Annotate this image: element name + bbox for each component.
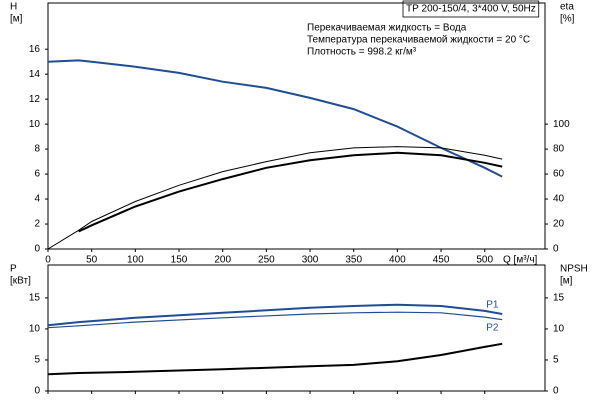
x-tick-label: 400 <box>389 255 406 266</box>
x-tick-label: 50 <box>86 255 98 266</box>
y-axis-label: [м] <box>10 14 23 25</box>
x-axis-label: Q [м³/ч] <box>503 255 538 266</box>
y-tick-label: 5 <box>34 355 40 366</box>
x-tick-label: 250 <box>258 255 275 266</box>
curve <box>47 342 503 376</box>
y2-tick-label: 15 <box>553 293 565 304</box>
curve <box>78 151 503 233</box>
y2-tick-label: 60 <box>553 169 565 180</box>
y2-tick-label: 40 <box>553 194 565 205</box>
y2-axis-label: [%] <box>560 14 575 25</box>
y-tick-label: 10 <box>29 119 41 130</box>
y-tick-label: 0 <box>34 244 40 255</box>
y-tick-label: 14 <box>29 69 41 80</box>
model-box <box>402 0 540 18</box>
annotation: Температура перекачиваемой жидкости = 20… <box>307 35 530 46</box>
y2-tick-label: 20 <box>553 219 565 230</box>
y2-tick-label: 0 <box>553 386 559 397</box>
y2-tick-label: 100 <box>553 119 570 130</box>
y-tick-label: 6 <box>34 169 40 180</box>
y2-tick-label: 80 <box>553 144 565 155</box>
x-tick-label: 500 <box>476 255 493 266</box>
y-tick-label: 12 <box>29 94 41 105</box>
x-tick-label: 300 <box>302 255 319 266</box>
model-label: ТР 200-150/4, 3*400 V, 50Hz <box>406 4 536 15</box>
curve <box>47 311 503 329</box>
x-tick-label: 200 <box>214 255 231 266</box>
curve-label: P2 <box>486 322 499 333</box>
y-tick-label: 0 <box>34 386 40 397</box>
y2-axis-label: [м] <box>560 276 573 287</box>
y-axis-label: H <box>10 2 17 13</box>
x-tick-label: 0 <box>45 255 51 266</box>
y2-axis-label: NPSH <box>560 264 588 275</box>
curve <box>47 146 503 250</box>
plot-frame <box>47 264 546 392</box>
y-tick-label: 16 <box>29 44 41 55</box>
y2-tick-label: 5 <box>553 355 559 366</box>
curve <box>47 59 503 178</box>
y-axis-label: P <box>10 264 17 275</box>
annotation: Перекачиваемая жидкость = Вода <box>307 23 467 34</box>
x-tick-label: 450 <box>433 255 450 266</box>
y-tick-label: 15 <box>29 293 41 304</box>
y2-tick-label: 0 <box>553 244 559 255</box>
y-axis-label: [кВт] <box>10 276 31 287</box>
y2-axis-label: eta <box>560 2 574 13</box>
curve <box>47 303 503 327</box>
y-tick-label: 8 <box>34 144 40 155</box>
y-tick-label: 10 <box>29 324 41 335</box>
x-tick-label: 350 <box>345 255 362 266</box>
annotation: Плотность = 998.2 кг/м³ <box>307 47 417 58</box>
x-tick-label: 150 <box>171 255 188 266</box>
plot-frame <box>47 2 546 250</box>
curve-label: P1 <box>486 300 499 311</box>
y2-tick-label: 10 <box>553 324 565 335</box>
y-tick-label: 2 <box>34 219 40 230</box>
x-tick-label: 100 <box>127 255 144 266</box>
y-tick-label: 4 <box>34 194 40 205</box>
